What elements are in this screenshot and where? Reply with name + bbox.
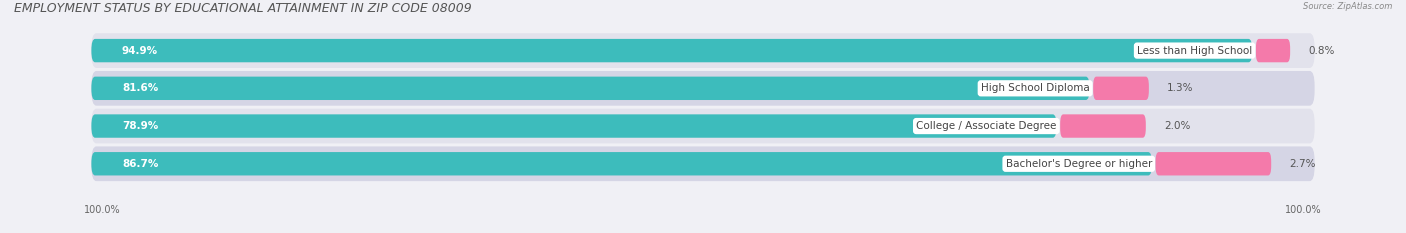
FancyBboxPatch shape [91,146,1315,181]
Text: College / Associate Degree: College / Associate Degree [917,121,1056,131]
FancyBboxPatch shape [91,114,1056,138]
Text: 94.9%: 94.9% [122,46,157,56]
Text: EMPLOYMENT STATUS BY EDUCATIONAL ATTAINMENT IN ZIP CODE 08009: EMPLOYMENT STATUS BY EDUCATIONAL ATTAINM… [14,2,472,15]
FancyBboxPatch shape [1060,114,1146,138]
Text: 0.8%: 0.8% [1309,46,1334,56]
FancyBboxPatch shape [91,109,1315,143]
Text: 100.0%: 100.0% [1285,205,1322,215]
Text: Bachelor's Degree or higher: Bachelor's Degree or higher [1005,159,1152,169]
Text: 2.7%: 2.7% [1289,159,1316,169]
FancyBboxPatch shape [91,33,1315,68]
FancyBboxPatch shape [91,77,1090,100]
Text: Less than High School: Less than High School [1137,46,1253,56]
FancyBboxPatch shape [1256,39,1291,62]
Text: 86.7%: 86.7% [122,159,159,169]
Text: 81.6%: 81.6% [122,83,159,93]
FancyBboxPatch shape [91,152,1152,175]
Text: 2.0%: 2.0% [1164,121,1191,131]
Text: 1.3%: 1.3% [1167,83,1194,93]
Text: Source: ZipAtlas.com: Source: ZipAtlas.com [1302,2,1392,11]
FancyBboxPatch shape [91,39,1253,62]
FancyBboxPatch shape [1094,77,1149,100]
Text: High School Diploma: High School Diploma [981,83,1090,93]
FancyBboxPatch shape [1156,152,1271,175]
Text: 100.0%: 100.0% [84,205,121,215]
FancyBboxPatch shape [91,71,1315,106]
Text: 78.9%: 78.9% [122,121,159,131]
